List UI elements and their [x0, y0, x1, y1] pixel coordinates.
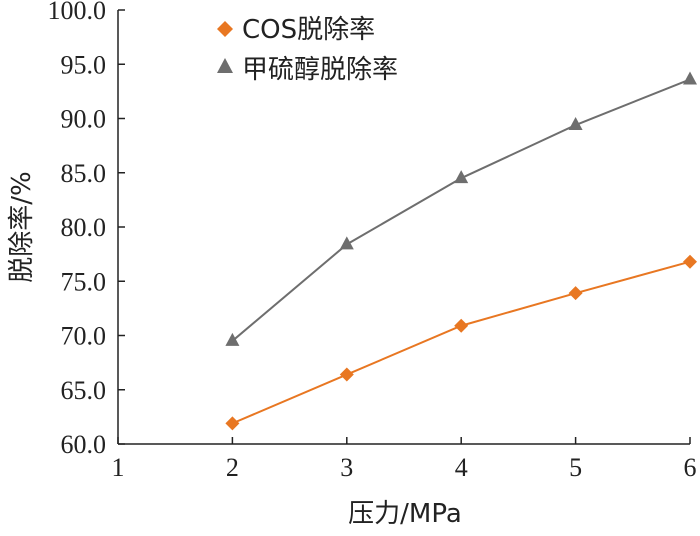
y-tick-label: 100.0	[48, 0, 107, 25]
x-tick-label: 6	[684, 453, 697, 482]
y-axis-ticks: 60.0 65.0 70.0 75.0 80.0 85.0 90.0 95.0 100.0	[48, 0, 125, 459]
y-tick-label: 60.0	[61, 430, 107, 459]
data-point-diamond	[339, 367, 354, 382]
axes	[117, 10, 690, 445]
series-cos	[225, 254, 697, 431]
x-tick-label: 2	[226, 453, 239, 482]
y-tick-label: 85.0	[61, 159, 107, 188]
legend-label-cos: COS脱除率	[242, 15, 375, 45]
series-methanethiol	[225, 71, 697, 346]
y-tick-label: 80.0	[61, 213, 107, 242]
x-tick-label: 1	[112, 453, 125, 482]
x-tick-label: 5	[569, 453, 582, 482]
data-point-triangle	[683, 71, 697, 85]
legend-diamond-icon	[217, 21, 233, 37]
series-line	[231, 78, 691, 342]
data-point-triangle	[454, 170, 469, 184]
data-point-diamond	[683, 254, 697, 269]
legend-triangle-icon	[217, 58, 233, 73]
y-tick-label: 75.0	[61, 267, 107, 296]
x-tick-label: 3	[340, 453, 353, 482]
x-tick-label: 4	[455, 453, 468, 482]
data-point-diamond	[568, 286, 583, 301]
series-line	[232, 260, 691, 425]
data-point-diamond	[225, 416, 240, 431]
series-layer	[225, 71, 697, 431]
x-axis-title: 压力/MPa	[348, 499, 462, 529]
data-point-triangle	[225, 332, 240, 346]
legend-label-methanethiol: 甲硫醇脱除率	[242, 55, 398, 85]
x-axis-ticks: 1 2 3 4 5 6	[112, 437, 697, 482]
y-tick-label: 70.0	[61, 322, 107, 351]
legend: COS脱除率 甲硫醇脱除率	[217, 15, 398, 85]
y-axis-title: 脱除率/%	[7, 171, 37, 282]
y-tick-label: 95.0	[61, 50, 107, 79]
data-point-triangle	[568, 117, 583, 131]
data-point-diamond	[454, 318, 469, 333]
y-tick-label: 65.0	[61, 376, 107, 405]
data-point-triangle	[339, 236, 354, 250]
y-tick-label: 90.0	[61, 105, 107, 134]
